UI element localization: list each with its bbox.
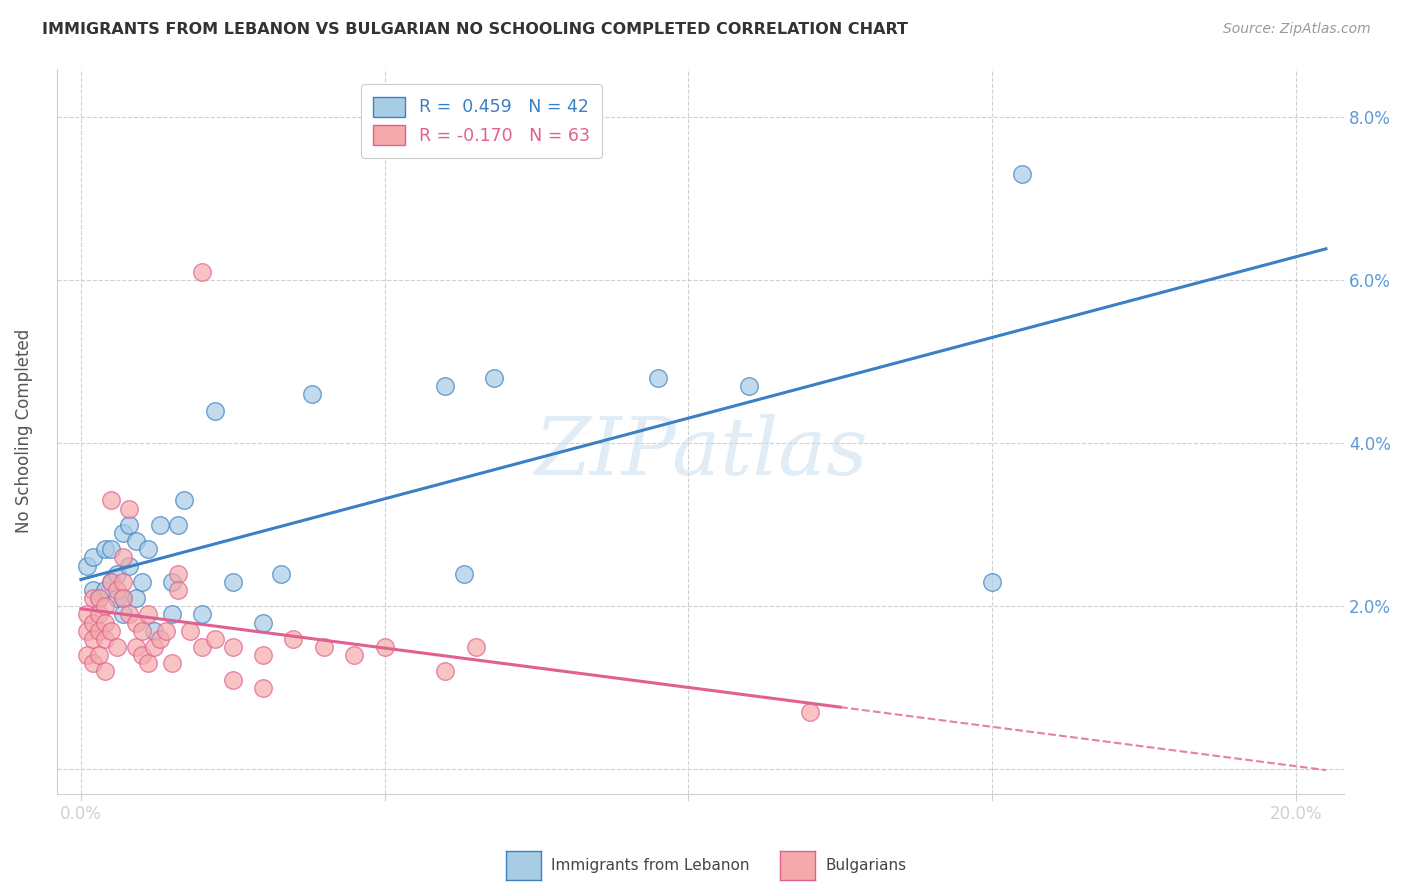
- Point: [112, 574, 135, 589]
- Point: [173, 493, 195, 508]
- Point: [124, 615, 146, 630]
- Point: [179, 624, 201, 638]
- Point: [252, 615, 274, 630]
- Point: [136, 657, 159, 671]
- Point: [647, 371, 669, 385]
- Legend: R =  0.459   N = 42, R = -0.170   N = 63: R = 0.459 N = 42, R = -0.170 N = 63: [361, 85, 602, 158]
- Point: [155, 624, 177, 638]
- Point: [100, 542, 122, 557]
- Point: [252, 648, 274, 662]
- Point: [283, 632, 305, 646]
- Point: [89, 591, 111, 606]
- Y-axis label: No Schooling Completed: No Schooling Completed: [15, 329, 32, 533]
- Point: [100, 624, 122, 638]
- Point: [94, 632, 117, 646]
- Point: [222, 574, 245, 589]
- Point: [204, 632, 226, 646]
- Point: [252, 681, 274, 695]
- Point: [160, 574, 183, 589]
- Point: [222, 640, 245, 654]
- Point: [131, 574, 153, 589]
- Point: [118, 517, 141, 532]
- Point: [343, 648, 366, 662]
- Point: [82, 615, 104, 630]
- Point: [112, 591, 135, 606]
- Point: [464, 640, 486, 654]
- Point: [118, 558, 141, 573]
- Point: [149, 517, 172, 532]
- Point: [94, 542, 117, 557]
- Point: [94, 582, 117, 597]
- Point: [89, 591, 111, 606]
- Point: [112, 591, 135, 606]
- Point: [191, 640, 214, 654]
- Point: [204, 403, 226, 417]
- Text: Bulgarians: Bulgarians: [825, 858, 907, 872]
- Point: [142, 624, 165, 638]
- Point: [131, 624, 153, 638]
- Point: [191, 607, 214, 622]
- Point: [167, 517, 190, 532]
- Point: [105, 582, 128, 597]
- Point: [76, 624, 98, 638]
- Point: [118, 501, 141, 516]
- Point: [167, 566, 190, 581]
- Point: [131, 648, 153, 662]
- Point: [112, 525, 135, 540]
- Point: [105, 566, 128, 581]
- Point: [112, 607, 135, 622]
- Point: [124, 640, 146, 654]
- Point: [76, 648, 98, 662]
- Point: [82, 550, 104, 565]
- Point: [89, 624, 111, 638]
- Point: [89, 648, 111, 662]
- Point: [76, 558, 98, 573]
- Text: Immigrants from Lebanon: Immigrants from Lebanon: [551, 858, 749, 872]
- Point: [124, 591, 146, 606]
- Point: [94, 615, 117, 630]
- Point: [105, 640, 128, 654]
- Point: [301, 387, 323, 401]
- Point: [453, 566, 475, 581]
- Point: [105, 591, 128, 606]
- Point: [112, 550, 135, 565]
- Point: [434, 665, 457, 679]
- Text: IMMIGRANTS FROM LEBANON VS BULGARIAN NO SCHOOLING COMPLETED CORRELATION CHART: IMMIGRANTS FROM LEBANON VS BULGARIAN NO …: [42, 22, 908, 37]
- Point: [167, 582, 190, 597]
- Point: [82, 582, 104, 597]
- Point: [100, 574, 122, 589]
- Point: [160, 657, 183, 671]
- Text: Source: ZipAtlas.com: Source: ZipAtlas.com: [1223, 22, 1371, 37]
- Point: [136, 542, 159, 557]
- Point: [142, 640, 165, 654]
- Point: [980, 574, 1002, 589]
- Text: ZIPatlas: ZIPatlas: [534, 414, 868, 491]
- Point: [94, 665, 117, 679]
- Point: [149, 632, 172, 646]
- Point: [312, 640, 335, 654]
- Point: [82, 591, 104, 606]
- Point: [1011, 168, 1033, 182]
- Point: [136, 607, 159, 622]
- Point: [482, 371, 505, 385]
- Point: [82, 657, 104, 671]
- Point: [270, 566, 292, 581]
- Point: [222, 673, 245, 687]
- Point: [100, 574, 122, 589]
- Point: [374, 640, 396, 654]
- Point: [160, 607, 183, 622]
- Point: [434, 379, 457, 393]
- Point: [191, 265, 214, 279]
- Point: [124, 534, 146, 549]
- Point: [89, 607, 111, 622]
- Point: [799, 705, 821, 719]
- Point: [118, 607, 141, 622]
- Point: [94, 599, 117, 614]
- Point: [738, 379, 761, 393]
- Point: [82, 632, 104, 646]
- Point: [100, 493, 122, 508]
- Point: [76, 607, 98, 622]
